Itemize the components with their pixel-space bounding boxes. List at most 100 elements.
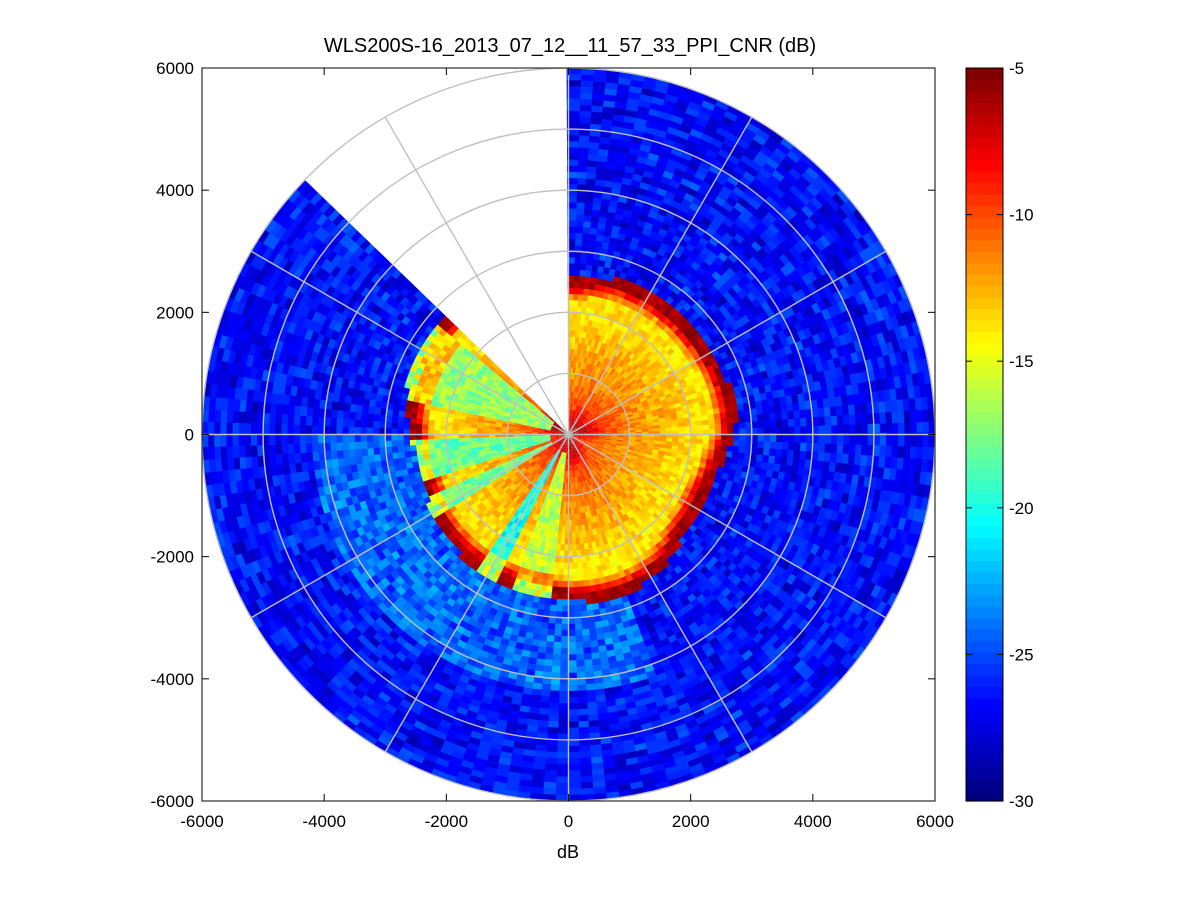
cnr-cell: [243, 265, 256, 281]
cnr-cell: [590, 86, 605, 95]
cnr-cell: [576, 299, 583, 307]
cnr-cell: [221, 323, 232, 339]
cnr-cell: [589, 370, 594, 378]
cnr-cell: [571, 409, 574, 417]
cnr-cell: [281, 272, 294, 287]
cnr-cell: [593, 178, 605, 187]
cnr-cell: [581, 220, 591, 228]
cnr-cell: [600, 355, 607, 364]
cnr-cell: [573, 417, 577, 424]
cnr-cell: [768, 151, 784, 165]
cnr-cell: [533, 407, 540, 414]
cnr-cell: [843, 373, 852, 386]
cnr-cell: [828, 395, 837, 407]
cnr-cell: [668, 114, 684, 125]
cnr-cell: [783, 386, 792, 397]
cnr-cell: [911, 371, 920, 386]
cnr-cell: [578, 79, 594, 88]
cnr-cell: [755, 406, 764, 415]
cnr-cell: [591, 80, 606, 89]
cnr-cell: [611, 113, 625, 122]
cnr-cell: [514, 419, 522, 423]
cnr-cell: [567, 146, 579, 154]
cnr-cell: [273, 226, 287, 242]
cnr-cell: [236, 315, 248, 331]
cnr-cell: [476, 397, 484, 404]
cnr-cell: [283, 384, 292, 397]
cnr-cell: [687, 180, 701, 192]
cnr-cell: [293, 240, 307, 255]
cnr-cell: [813, 379, 822, 391]
cnr-cell: [385, 408, 394, 417]
cnr-cell: [572, 367, 576, 374]
cnr-cell: [873, 411, 881, 424]
cnr-cell: [491, 380, 500, 388]
cnr-cell: [577, 122, 591, 130]
cnr-cell: [569, 422, 572, 429]
cnr-cell: [630, 354, 639, 362]
cnr-cell: [881, 376, 890, 391]
cnr-cell: [681, 370, 690, 379]
cnr-cell: [527, 419, 535, 424]
cnr-cell: [575, 411, 579, 418]
cnr-cell: [625, 365, 633, 373]
cnr-cell: [550, 428, 557, 432]
cnr-cell: [617, 394, 625, 401]
cnr-cell: [853, 277, 866, 293]
cnr-cell: [852, 251, 866, 267]
cnr-cell: [506, 404, 514, 410]
cnr-cell: [746, 387, 755, 397]
cnr-cell: [597, 368, 604, 376]
cnr-cell: [495, 366, 503, 374]
cnr-cell: [609, 419, 616, 423]
cnr-cell: [620, 415, 628, 420]
cnr-cell: [547, 419, 554, 425]
cnr-cell: [866, 322, 877, 337]
cnr-cell: [845, 318, 856, 333]
cnr-cell: [294, 396, 303, 408]
cnr-cell: [593, 359, 599, 367]
cnr-cell: [342, 418, 350, 428]
cnr-cell: [480, 403, 489, 409]
cnr-cell: [610, 361, 617, 369]
cnr-cell: [410, 406, 419, 414]
cnr-cell: [422, 414, 430, 421]
cnr-cell: [864, 285, 876, 301]
cnr-cell: [403, 428, 410, 436]
cnr-cell: [591, 365, 597, 373]
cnr-cell: [275, 403, 283, 416]
cnr-cell: [826, 178, 842, 194]
cnr-cell: [587, 319, 593, 327]
cnr-cell: [842, 283, 855, 298]
plot-area: -6000 -4000 -2000 0 2000 4000 6000 -6000-4000-…: [151, 59, 954, 831]
cnr-cell: [574, 336, 579, 344]
cnr-cell: [503, 413, 511, 418]
cnr-cell: [523, 400, 530, 406]
cnr-cell: [793, 409, 801, 419]
cnr-cell: [624, 406, 632, 412]
cnr-cell: [532, 425, 539, 429]
cnr-cell: [576, 306, 582, 313]
cnr-cell: [325, 308, 337, 321]
cnr-cell: [252, 390, 260, 404]
cnr-cell: [287, 434, 294, 446]
cnr-cell: [710, 158, 725, 170]
cnr-cell: [656, 116, 671, 127]
cnr-cell: [588, 313, 594, 321]
cnr-cell: [588, 398, 594, 405]
cnr-cell: [429, 405, 438, 412]
cnr-cell: [591, 371, 596, 379]
cnr-cell: [576, 398, 580, 406]
cnr-cell: [667, 178, 681, 189]
cnr-cell: [735, 158, 750, 172]
cnr-cell: [502, 415, 510, 420]
cnr-cell: [817, 169, 833, 185]
cnr-cell: [478, 391, 487, 398]
cnr-cell: [621, 417, 629, 422]
cnr-cell: [588, 416, 595, 421]
cnr-cell: [292, 210, 307, 226]
cnr-cell: [403, 423, 411, 430]
cnr-cell: [509, 413, 517, 418]
cnr-cell: [235, 376, 244, 391]
cnr-cell: [597, 136, 611, 145]
